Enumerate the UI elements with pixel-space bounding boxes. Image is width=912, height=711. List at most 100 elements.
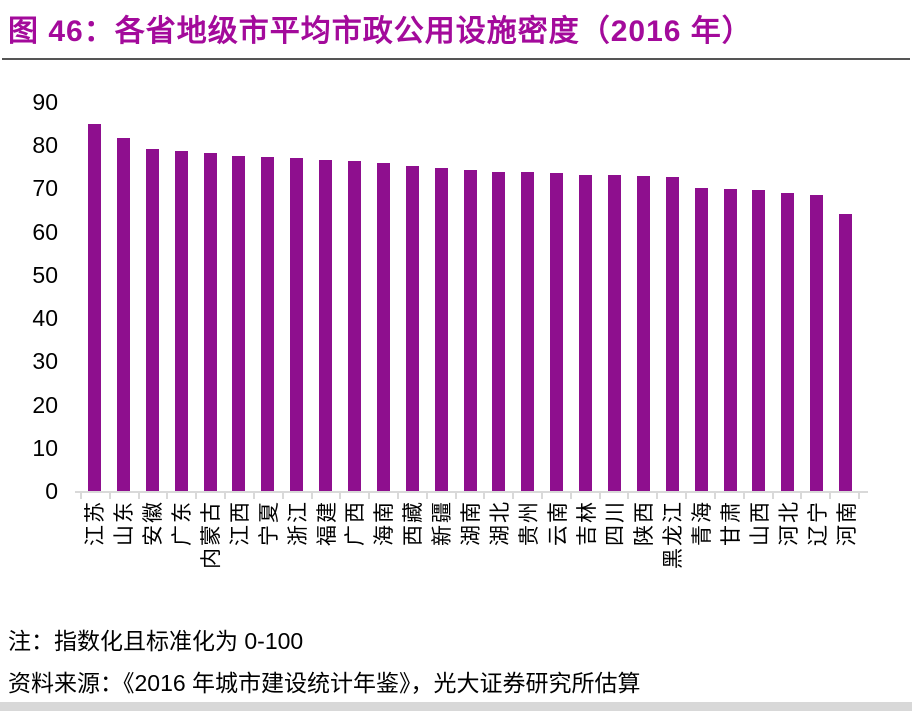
x-axis-tick [195, 493, 224, 499]
bar-slot [311, 102, 340, 491]
x-axis-label-cell: 福建 [311, 500, 340, 624]
x-axis-tick [396, 493, 426, 499]
x-axis-tick [742, 493, 772, 499]
bar-广东 [174, 150, 188, 491]
bar-slot [542, 102, 571, 491]
bar-贵州 [521, 172, 535, 491]
x-axis-label-cell: 山西 [744, 500, 773, 624]
x-axis-label-cell: 安徽 [138, 500, 167, 624]
x-axis-label-cell: 江西 [224, 500, 253, 624]
x-axis-label: 云南 [546, 500, 570, 546]
x-axis-tick [512, 493, 541, 499]
bar-浙江 [290, 158, 304, 491]
x-axis-tick [829, 493, 860, 499]
x-axis-tick [541, 493, 570, 499]
title-divider [2, 58, 910, 60]
x-axis-tick [656, 493, 685, 499]
x-axis-tick [80, 493, 109, 499]
bar-内蒙古 [203, 152, 217, 491]
bar-slot [138, 102, 167, 491]
x-axis-label-cell: 黑龙江 [658, 500, 687, 624]
chart-source: 资料来源：《2016 年城市建设统计年鉴》，光大证券研究所估算 [8, 670, 641, 696]
x-axis-tick [685, 493, 714, 499]
x-axis-tick [598, 493, 628, 499]
x-axis-tick [569, 493, 599, 499]
x-axis-tick [252, 493, 282, 499]
x-axis-label: 宁夏 [257, 500, 281, 546]
x-axis-label: 新疆 [431, 500, 455, 546]
bar-江苏 [87, 123, 101, 491]
x-axis-label-cell: 海南 [369, 500, 398, 624]
bar-山东 [116, 138, 130, 491]
x-axis-tick [368, 493, 397, 499]
bar-slot [658, 102, 687, 491]
x-axis-label-cell: 浙江 [282, 500, 311, 624]
y-axis-tick-label: 20 [32, 391, 58, 418]
bar-辽宁 [810, 194, 824, 491]
x-axis-label: 吉林 [575, 500, 599, 546]
y-axis-tick-label: 40 [32, 305, 58, 332]
x-axis-label: 广西 [344, 500, 368, 546]
x-axis-tick [108, 493, 138, 499]
bar-slot [629, 102, 658, 491]
bar-slot [224, 102, 253, 491]
x-axis-label: 河南 [835, 500, 859, 546]
x-axis-label: 湖南 [460, 500, 484, 546]
bar-slot [398, 102, 427, 491]
bar-安徽 [145, 149, 159, 491]
x-axis-label: 贵州 [517, 500, 541, 546]
bottom-strip [0, 702, 912, 711]
bar-slot [600, 102, 629, 491]
bar-福建 [319, 160, 333, 491]
figure-title: 图 46：各省地级市平均市政公用设施密度（2016 年） [8, 15, 753, 48]
bar-江西 [232, 156, 246, 491]
x-axis-label: 甘肃 [720, 500, 744, 546]
chart-note: 注：指数化且标准化为 0-100 [8, 628, 304, 654]
x-axis-tick [224, 493, 253, 499]
x-axis-label: 河北 [777, 500, 801, 546]
x-axis-tick [339, 493, 368, 499]
bar-slot [340, 102, 369, 491]
bar-chart: 0 10 20 30 40 50 60 70 80 90 江苏 山东 安徽 广东 内蒙古 江西 宁夏 浙江 福建广… [32, 89, 868, 624]
bar-四川 [607, 175, 621, 491]
x-axis-label-cell: 湖北 [484, 500, 513, 624]
bar-新疆 [434, 168, 448, 491]
x-axis-label: 山东 [113, 500, 137, 546]
bar-slot [484, 102, 513, 491]
x-axis-label: 山西 [748, 500, 772, 546]
x-axis-tick [454, 493, 484, 499]
x-axis-tick [281, 493, 311, 499]
x-axis-tick [425, 493, 455, 499]
y-axis-tick-label: 30 [32, 348, 58, 375]
bar-slot [253, 102, 282, 491]
bar-西藏 [405, 166, 419, 491]
bar-湖南 [463, 169, 477, 491]
x-axis-tick [771, 493, 801, 499]
x-axis-label-cell: 广东 [167, 500, 196, 624]
bar-河北 [781, 192, 795, 491]
bar-slot [282, 102, 311, 491]
x-axis-label: 四川 [604, 500, 628, 546]
x-axis-tick [627, 493, 656, 499]
bar-slot [369, 102, 398, 491]
bar-slot [773, 102, 802, 491]
x-axis-label-cell: 陕西 [629, 500, 658, 624]
x-axis-label-cell: 内蒙古 [196, 500, 225, 624]
bar-slot [80, 102, 109, 491]
x-axis-label-cell: 贵州 [513, 500, 542, 624]
y-axis-tick-label: 10 [32, 434, 58, 461]
x-axis-label-cell: 广西 [340, 500, 369, 624]
y-axis-tick-label: 60 [32, 218, 58, 245]
x-axis-tick [310, 493, 340, 499]
x-axis-label: 青海 [691, 500, 715, 546]
bar-云南 [550, 173, 564, 491]
x-axis-label: 广东 [171, 500, 195, 546]
x-axis-label: 海南 [373, 500, 397, 546]
bar-黑龙江 [665, 177, 679, 491]
plot-area [80, 102, 860, 491]
x-axis-label-cell: 山东 [109, 500, 138, 624]
x-axis-label-cell: 新疆 [427, 500, 456, 624]
bar-陕西 [636, 175, 650, 491]
bar-宁夏 [261, 157, 275, 491]
